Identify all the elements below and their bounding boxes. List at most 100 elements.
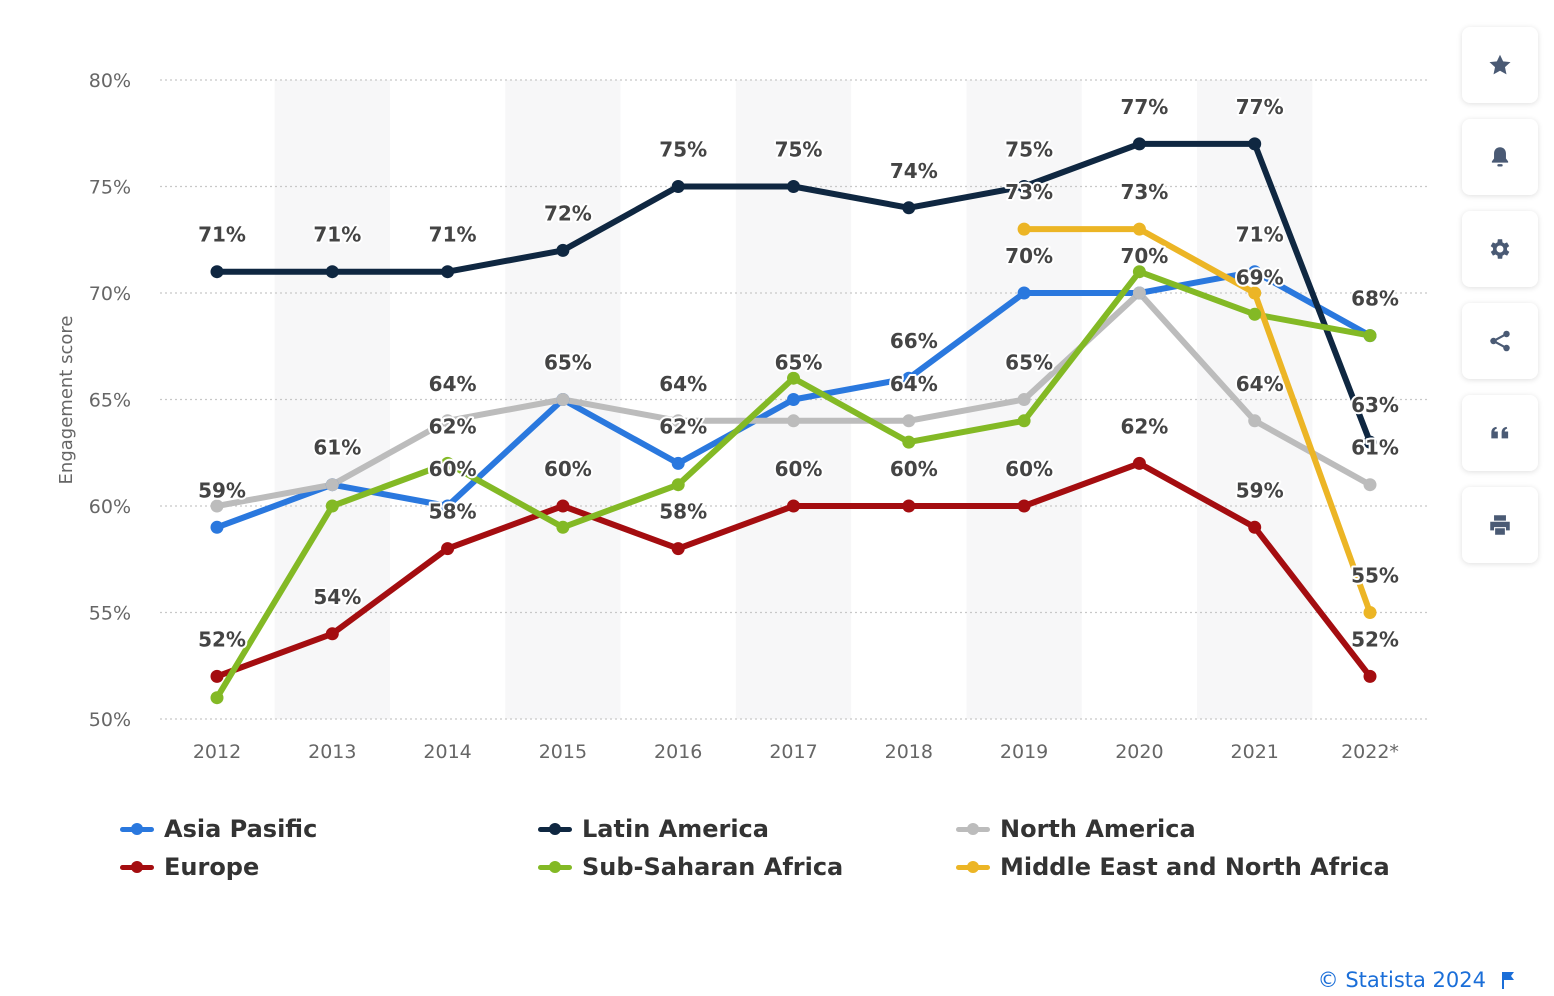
data-point-north-america[interactable] (441, 414, 455, 428)
legend-label: Sub-Saharan Africa (582, 853, 844, 881)
legend-item-sub-saharan-africa[interactable]: Sub-Saharan Africa (538, 848, 843, 886)
legend-label: Latin America (582, 815, 769, 843)
data-point-europe[interactable] (671, 542, 685, 556)
y-tick-label: 70% (89, 283, 131, 305)
legend-item-asia-pasific[interactable]: Asia Pasific (120, 810, 317, 848)
data-point-north-america[interactable] (1017, 393, 1031, 406)
flag-icon[interactable] (1500, 970, 1516, 990)
data-point-europe[interactable] (210, 669, 224, 683)
data-point-sub-saharan-africa[interactable] (1248, 307, 1262, 321)
data-point-north-america[interactable] (1248, 414, 1262, 428)
data-label: 58% (659, 500, 707, 524)
data-point-middle-east-and-north-africa[interactable] (1363, 606, 1377, 619)
data-point-sub-saharan-africa[interactable] (902, 435, 916, 449)
quote-icon (1491, 426, 1509, 439)
legend-item-middle-east-and-north-africa[interactable]: Middle East and North Africa (956, 848, 1390, 886)
data-point-sub-saharan-africa[interactable] (787, 371, 800, 385)
data-point-europe[interactable] (1132, 456, 1146, 470)
data-point-europe[interactable] (787, 499, 800, 513)
data-label: 74% (890, 159, 938, 183)
data-point-middle-east-and-north-africa[interactable] (1017, 222, 1031, 236)
data-point-latin-america[interactable] (1248, 137, 1262, 151)
data-point-sub-saharan-africa[interactable] (1363, 329, 1377, 343)
x-tick-label: 2022* (1341, 741, 1399, 763)
data-point-asia-pasific[interactable] (210, 520, 224, 534)
x-tick-label: 2021 (1231, 741, 1279, 763)
data-label: 69% (1236, 265, 1284, 289)
credit-text[interactable]: © Statista 2024 (1317, 968, 1486, 992)
data-label: 70% (1120, 244, 1168, 268)
data-point-latin-america[interactable] (556, 243, 570, 257)
cite-button[interactable] (1462, 395, 1538, 471)
data-point-sub-saharan-africa[interactable] (441, 456, 455, 470)
share-icon (1490, 330, 1510, 352)
data-point-sub-saharan-africa[interactable] (210, 691, 224, 705)
data-point-asia-pasific[interactable] (787, 393, 800, 406)
data-point-latin-america[interactable] (210, 265, 224, 279)
legend-item-north-america[interactable]: North America (956, 810, 1196, 848)
legend-item-latin-america[interactable]: Latin America (538, 810, 769, 848)
data-label: 73% (1005, 180, 1053, 204)
legend-swatch (956, 861, 990, 873)
data-label: 75% (1005, 138, 1053, 162)
data-point-middle-east-and-north-africa[interactable] (1248, 286, 1262, 300)
data-point-north-america[interactable] (671, 414, 685, 428)
data-point-europe[interactable] (1363, 669, 1377, 683)
data-point-latin-america[interactable] (1132, 137, 1146, 151)
y-axis-label: Engagement score (56, 316, 77, 485)
data-point-latin-america[interactable] (787, 180, 800, 193)
data-point-middle-east-and-north-africa[interactable] (1132, 222, 1146, 236)
data-label: 71% (429, 223, 477, 247)
data-point-sub-saharan-africa[interactable] (1132, 265, 1146, 279)
data-label: 77% (1236, 95, 1284, 119)
data-point-europe[interactable] (1248, 520, 1262, 534)
data-point-europe[interactable] (902, 499, 916, 513)
data-point-sub-saharan-africa[interactable] (325, 499, 339, 513)
data-point-asia-pasific[interactable] (1017, 286, 1031, 300)
settings-button[interactable] (1462, 211, 1538, 287)
data-point-latin-america[interactable] (441, 265, 455, 279)
data-point-north-america[interactable] (1132, 286, 1146, 300)
data-label: 65% (775, 351, 823, 375)
share-button[interactable] (1462, 303, 1538, 379)
x-tick-label: 2020 (1115, 741, 1163, 763)
data-label: 59% (1236, 478, 1284, 502)
data-point-north-america[interactable] (556, 393, 570, 406)
data-point-sub-saharan-africa[interactable] (671, 478, 685, 492)
chart-area: 50% 55% 60% 65% 70% 75% 80% 2012 2013 2014 2015 20… (56, 70, 1427, 886)
print-button[interactable] (1462, 487, 1538, 563)
data-point-latin-america[interactable] (902, 201, 916, 215)
data-point-latin-america[interactable] (325, 265, 339, 279)
data-label: 61% (313, 436, 361, 460)
statista-credit[interactable]: © Statista 2024 (1318, 968, 1516, 992)
data-label: 70% (1005, 244, 1053, 268)
data-point-europe[interactable] (441, 542, 455, 556)
data-point-sub-saharan-africa[interactable] (1017, 414, 1031, 428)
legend-swatch (120, 861, 154, 873)
data-label: 75% (659, 138, 707, 162)
data-point-north-america[interactable] (210, 499, 224, 513)
data-point-europe[interactable] (556, 499, 570, 513)
data-point-asia-pasific[interactable] (441, 499, 455, 513)
data-point-latin-america[interactable] (671, 180, 685, 193)
data-point-europe[interactable] (325, 627, 339, 641)
x-tick-label: 2012 (193, 741, 241, 763)
notification-button[interactable] (1462, 119, 1538, 195)
data-point-asia-pasific[interactable] (1248, 265, 1262, 279)
data-point-north-america[interactable] (1363, 478, 1377, 492)
data-point-europe[interactable] (1017, 499, 1031, 513)
data-point-north-america[interactable] (902, 414, 916, 428)
data-point-north-america[interactable] (325, 478, 339, 492)
data-point-asia-pasific[interactable] (671, 456, 685, 470)
x-tick-label: 2015 (539, 741, 587, 763)
data-point-latin-america[interactable] (1363, 435, 1377, 449)
data-label: 60% (544, 457, 592, 481)
favorite-button[interactable] (1462, 27, 1538, 103)
legend-item-europe[interactable]: Europe (120, 848, 259, 886)
y-tick-label: 75% (89, 177, 131, 199)
data-point-sub-saharan-africa[interactable] (556, 520, 570, 534)
data-point-asia-pasific[interactable] (902, 371, 916, 385)
series-line-middle-east-and-north-africa[interactable] (1021, 226, 1373, 616)
data-point-north-america[interactable] (787, 414, 800, 428)
data-point-latin-america[interactable] (1017, 180, 1031, 193)
